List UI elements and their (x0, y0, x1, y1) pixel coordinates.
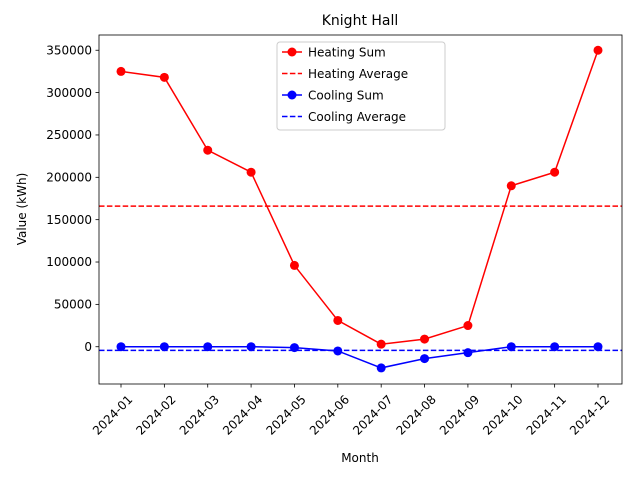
data-point (376, 339, 386, 349)
x-tick-label: 2024-05 (263, 392, 308, 437)
x-tick-label: 2024-06 (307, 392, 352, 437)
data-point (289, 343, 299, 353)
x-tick-label: 2024-10 (480, 392, 525, 437)
x-tick-label: 2024-09 (437, 392, 482, 437)
legend-label-2: Cooling Sum (308, 89, 384, 103)
legend: Heating Sum Heating Average Cooling Sum Coo… (276, 41, 446, 131)
series-line-1 (121, 345, 598, 369)
y-tick-label: 50000 (54, 298, 92, 312)
data-point (463, 321, 473, 331)
data-point (593, 45, 603, 55)
legend-frame (276, 41, 446, 131)
data-point (246, 167, 256, 177)
x-tick-label: 2024-02 (133, 392, 178, 437)
series-layer (116, 45, 603, 373)
data-point (289, 260, 299, 270)
y-tick-label: 0 (84, 340, 92, 354)
legend-label-1: Heating Average (308, 67, 408, 81)
data-point (550, 167, 560, 177)
y-tick-label: 250000 (46, 128, 92, 142)
data-point (333, 346, 343, 356)
y-tick-label: 100000 (46, 255, 92, 269)
data-point (203, 342, 213, 352)
y-axis-label: Value (kWh) (15, 173, 29, 246)
data-point (376, 363, 386, 373)
legend-marker-0 (287, 47, 297, 57)
data-point (420, 354, 430, 364)
legend-label-3: Cooling Average (308, 110, 406, 124)
data-point (550, 342, 560, 352)
data-point (159, 342, 169, 352)
axes-frame (98, 34, 623, 385)
data-point (159, 72, 169, 82)
x-tick-label: 2024-01 (90, 392, 135, 437)
y-tick-label: 200000 (46, 171, 92, 185)
y-tick-label: 300000 (46, 86, 92, 100)
chart-title: Knight Hall (322, 13, 399, 29)
x-tick-label: 2024-12 (567, 392, 612, 437)
y-tick-label: 350000 (46, 43, 92, 57)
x-tick-label: 2024-03 (177, 392, 222, 437)
data-point (203, 145, 213, 155)
x-tick-label: 2024-04 (220, 392, 265, 437)
data-point (333, 315, 343, 325)
data-point (116, 342, 126, 352)
data-point (463, 348, 473, 358)
data-point (506, 181, 516, 191)
data-point (246, 342, 256, 352)
legend-label-0: Heating Sum (308, 46, 386, 60)
x-tick-label: 2024-07 (350, 392, 395, 437)
data-point (593, 342, 603, 352)
data-point (420, 334, 430, 344)
y-tick-label: 150000 (46, 213, 92, 227)
legend-marker-2 (287, 90, 297, 100)
data-point (116, 66, 126, 76)
x-axis-label: Month (341, 451, 379, 465)
reference-lines (99, 205, 622, 352)
data-point (506, 342, 516, 352)
series-line-0 (120, 49, 599, 345)
x-tick-label: 2024-08 (394, 392, 439, 437)
x-tick-label: 2024-11 (524, 392, 569, 437)
